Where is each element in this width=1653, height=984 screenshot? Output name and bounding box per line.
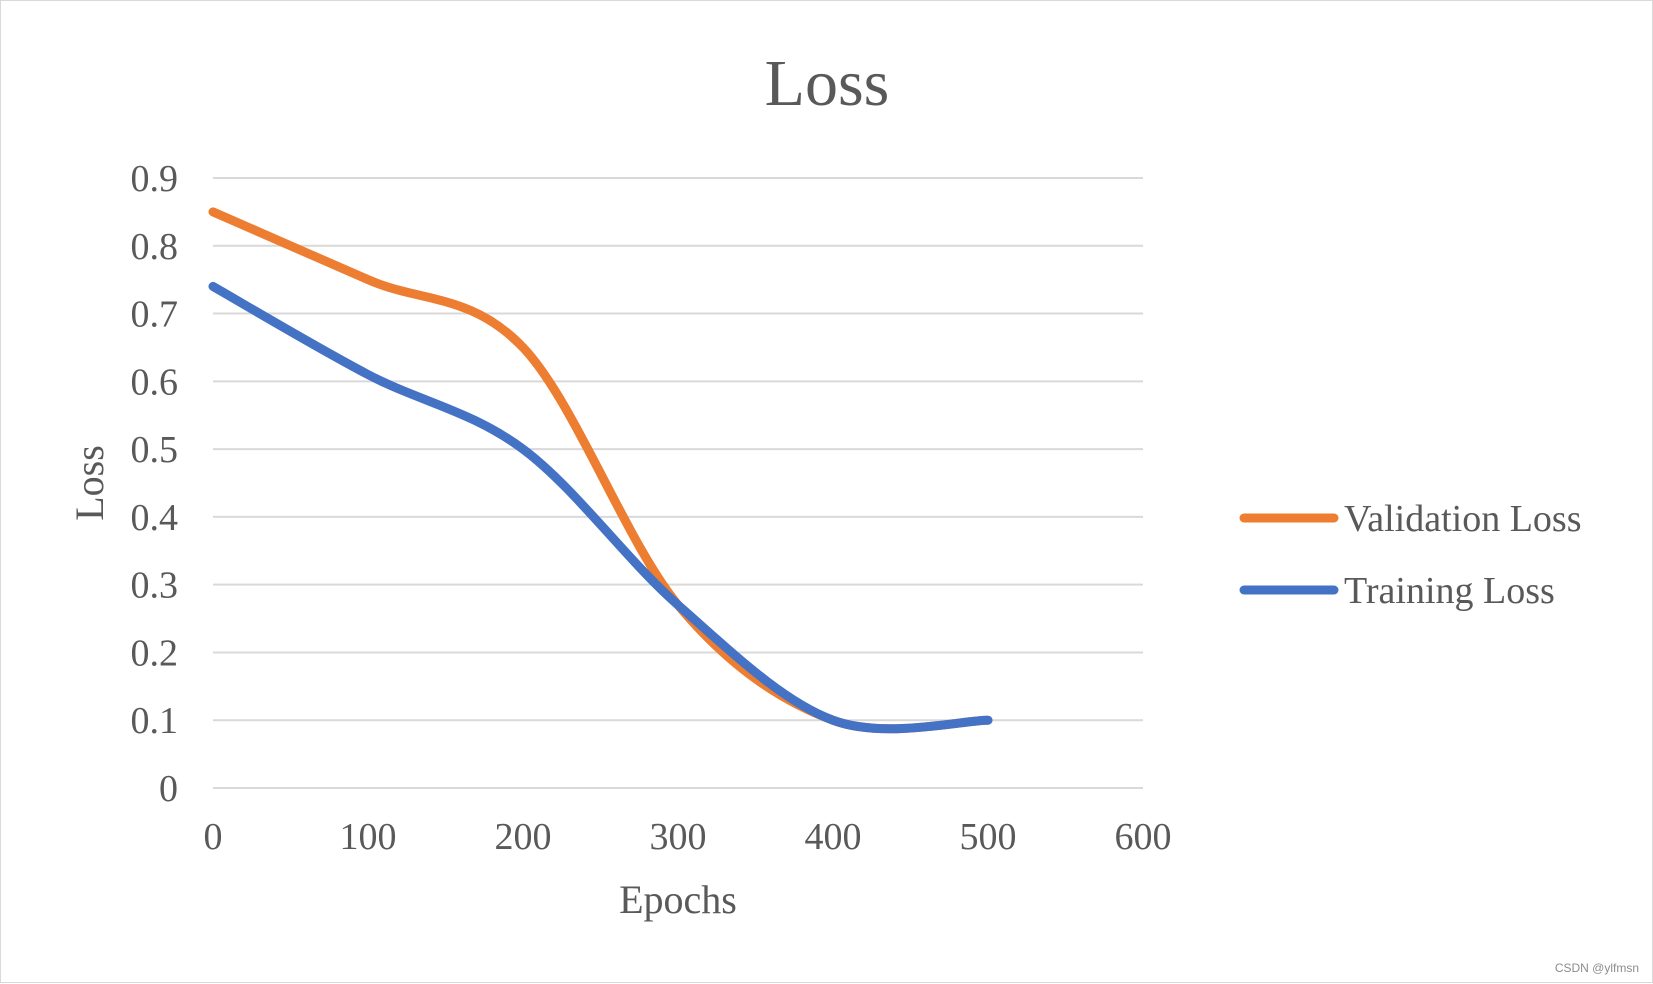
- y-tick-label: 0.7: [131, 294, 179, 336]
- x-tick-label: 0: [204, 816, 223, 858]
- y-tick-label: 0.2: [131, 632, 179, 674]
- x-tick-label: 200: [495, 816, 552, 858]
- y-tick-label: 0.9: [131, 158, 179, 200]
- x-tick-label: 600: [1115, 816, 1172, 858]
- legend-label: Training Loss: [1344, 570, 1555, 612]
- y-tick-label: 0.3: [131, 565, 179, 607]
- series-lines: [208, 207, 993, 734]
- y-tick-label: 0.8: [131, 226, 179, 268]
- series-line-training-loss: [208, 281, 993, 734]
- chart-title: Loss: [765, 47, 890, 120]
- y-axis-label: Loss: [67, 445, 112, 521]
- y-axis-ticks: 0 0.1 0.2 0.3 0.4 0.5 0.6 0.7 0.8 0.9: [131, 158, 179, 810]
- series-line-validation-loss: [208, 207, 993, 734]
- x-axis-ticks: 0 100 200 300 400 500 600: [204, 816, 1172, 858]
- y-tick-label: 0.6: [131, 361, 179, 403]
- x-tick-label: 300: [650, 816, 707, 858]
- gridlines: [213, 177, 1143, 789]
- y-tick-label: 0.4: [131, 497, 179, 539]
- x-tick-label: 100: [340, 816, 397, 858]
- watermark: CSDN @ylfmsn: [1555, 961, 1639, 975]
- y-tick-label: 0.5: [131, 429, 179, 471]
- y-tick-label: 0: [159, 768, 178, 810]
- x-axis-label: Epochs: [619, 877, 737, 922]
- x-tick-label: 500: [960, 816, 1017, 858]
- legend: Validation Loss Training Loss: [1239, 498, 1581, 612]
- legend-label: Validation Loss: [1344, 498, 1581, 540]
- y-tick-label: 0.1: [131, 700, 179, 742]
- x-tick-label: 400: [805, 816, 862, 858]
